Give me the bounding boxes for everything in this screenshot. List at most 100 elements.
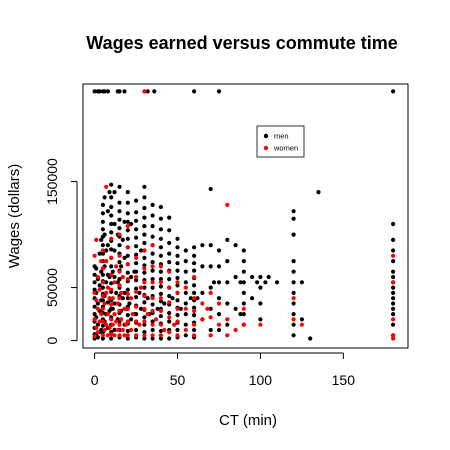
women-point (208, 315, 213, 320)
x-axis-label: CT (min) (219, 412, 277, 429)
men-point (241, 259, 246, 264)
women-point (150, 308, 155, 313)
women-point (109, 317, 114, 322)
men-point (92, 89, 97, 94)
men-point (241, 301, 246, 306)
men-point (100, 298, 105, 303)
men-point (195, 296, 200, 301)
men-point (99, 237, 104, 242)
men-point (117, 217, 122, 222)
men-point (167, 260, 172, 265)
men-point (112, 190, 117, 195)
men-point (114, 290, 119, 295)
men-point (115, 280, 120, 285)
men-point (102, 232, 107, 237)
men-point (391, 269, 396, 274)
men-point (233, 243, 238, 248)
men-point (100, 323, 105, 328)
women-point (172, 322, 177, 327)
men-point (200, 264, 205, 269)
women-point (117, 269, 122, 274)
men-point (316, 190, 321, 195)
men-point (167, 310, 172, 316)
men-point (183, 301, 188, 306)
men-point (155, 306, 160, 311)
men-point (391, 274, 396, 280)
men-point (104, 280, 109, 285)
men-point (158, 245, 163, 250)
men-point (120, 296, 125, 301)
women-point (109, 302, 114, 307)
women-point (134, 333, 139, 338)
men-point (183, 333, 188, 338)
men-point (225, 259, 230, 264)
women-point (142, 266, 147, 271)
women-point (175, 290, 180, 295)
women-point (167, 285, 172, 290)
men-point (134, 235, 139, 240)
men-point (158, 328, 163, 334)
women-point (216, 301, 222, 306)
women-point (125, 245, 130, 250)
men-point (258, 301, 263, 306)
men-point (391, 301, 396, 306)
men-point (152, 89, 157, 94)
men-point (142, 240, 147, 246)
women-point (142, 280, 147, 285)
women-point (124, 322, 129, 327)
men-point (167, 251, 172, 256)
men-point (125, 219, 130, 224)
women-point (102, 327, 107, 333)
women-point (150, 333, 155, 338)
men-point (112, 274, 117, 280)
men-point (110, 306, 115, 311)
women-point (162, 327, 167, 333)
women-point (150, 280, 155, 285)
women-point (130, 312, 135, 317)
women-point (137, 322, 142, 327)
men-point (225, 280, 230, 285)
men-point (258, 285, 263, 290)
men-point (125, 313, 130, 318)
x-tick-label: 50 (170, 372, 186, 388)
women-point (158, 296, 163, 301)
women-point (183, 285, 188, 290)
women-point (117, 308, 122, 313)
men-point (109, 336, 114, 341)
women-point (97, 319, 102, 324)
y-tick-label: 0 (44, 336, 60, 344)
men-point (150, 319, 155, 324)
women-point (167, 330, 172, 335)
men-point (158, 269, 163, 274)
men-point (125, 190, 130, 195)
women-point (192, 308, 197, 313)
men-point (107, 190, 112, 195)
men-point (167, 240, 172, 246)
women-point (117, 296, 122, 301)
men-point (391, 248, 396, 253)
legend-label-women: women (273, 144, 298, 153)
women-point (391, 253, 396, 258)
men-point (183, 269, 188, 274)
men-point (125, 253, 130, 258)
women-point (100, 293, 105, 299)
women-point (115, 327, 120, 333)
women-point (192, 333, 197, 338)
men-point (291, 312, 296, 317)
men-point (92, 280, 97, 285)
men-point (192, 327, 197, 333)
women-point (112, 333, 117, 338)
men-point (158, 236, 163, 241)
men-point (167, 228, 172, 233)
men-point (183, 312, 188, 317)
men-point (158, 284, 163, 289)
women-point (142, 248, 147, 253)
legend-box (256, 125, 305, 158)
men-point (134, 269, 139, 274)
men-point (241, 280, 246, 285)
men-point (250, 274, 255, 280)
women-point (115, 301, 120, 306)
men-point (122, 255, 127, 260)
women-point (142, 333, 147, 338)
women-point (95, 306, 100, 311)
